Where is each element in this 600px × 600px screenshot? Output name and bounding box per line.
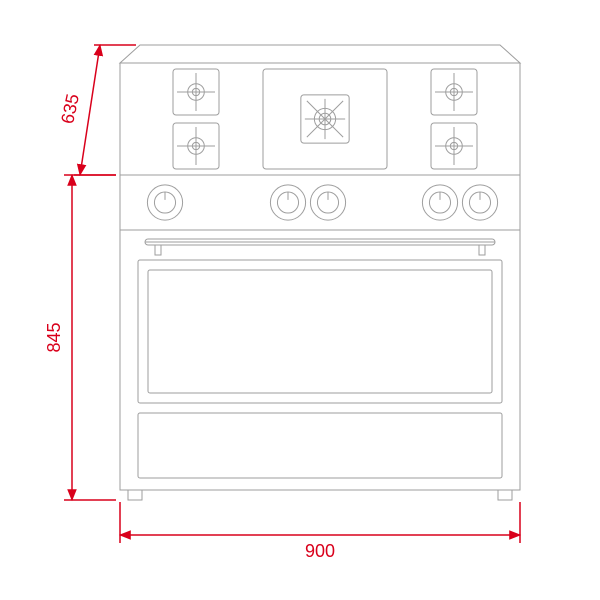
dim-height: 845	[44, 322, 64, 352]
cooker-outline	[120, 45, 520, 500]
dimension-lines: 900 845 635	[44, 45, 520, 561]
dim-width: 900	[305, 541, 335, 561]
appliance-dimension-diagram: 900 845 635	[0, 0, 600, 600]
dim-depth: 635	[57, 92, 83, 126]
